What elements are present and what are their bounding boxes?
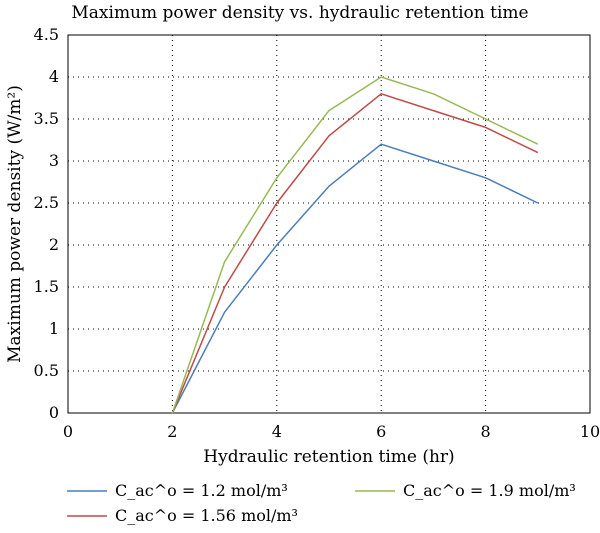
- x-tick-label: 4: [272, 422, 282, 441]
- legend: C_ac^o = 1.2 mol/m³ C_ac^o = 1.56 mol/m³ C…: [67, 481, 576, 525]
- y-tick-label: 2.5: [34, 193, 59, 212]
- series-line-2: [171, 93, 539, 414]
- x-tick-label: 0: [63, 422, 73, 441]
- y-tick-label: 1.5: [34, 277, 59, 296]
- y-tick-label: 1: [49, 319, 59, 338]
- y-tick-label: 3: [49, 151, 59, 170]
- x-tick-label: 10: [580, 422, 600, 441]
- y-tick-label: 0.5: [34, 361, 59, 380]
- legend-label: C_ac^o = 1.9 mol/m³: [403, 481, 576, 500]
- y-tick-label: 3.5: [34, 109, 59, 128]
- y-tick-label: 4: [49, 67, 59, 86]
- plot-frame: [67, 34, 591, 414]
- x-tick-label: 2: [167, 422, 177, 441]
- y-axis-title: Maximum power density (W/m²): [5, 85, 25, 363]
- grid: [68, 35, 590, 413]
- series-line-3: [171, 76, 539, 414]
- series-line-1: [171, 143, 539, 414]
- x-axis-title: Hydraulic retention time (hr): [203, 447, 454, 467]
- y-tick-label: 0: [49, 403, 59, 422]
- chart-title: Maximum power density vs. hydraulic rete…: [71, 3, 528, 23]
- legend-label: C_ac^o = 1.56 mol/m³: [115, 506, 298, 525]
- y-tick-label: 2: [49, 235, 59, 254]
- tick-labels: 0 2 4 6 8 10 0 0.5 1 1.5 2 2.5 3 3.5 4 4.5: [34, 25, 600, 441]
- x-tick-label: 6: [376, 422, 386, 441]
- x-tick-label: 8: [481, 422, 491, 441]
- legend-label: C_ac^o = 1.2 mol/m³: [115, 481, 288, 500]
- y-tick-label: 4.5: [34, 25, 59, 44]
- series-lines: [171, 76, 539, 414]
